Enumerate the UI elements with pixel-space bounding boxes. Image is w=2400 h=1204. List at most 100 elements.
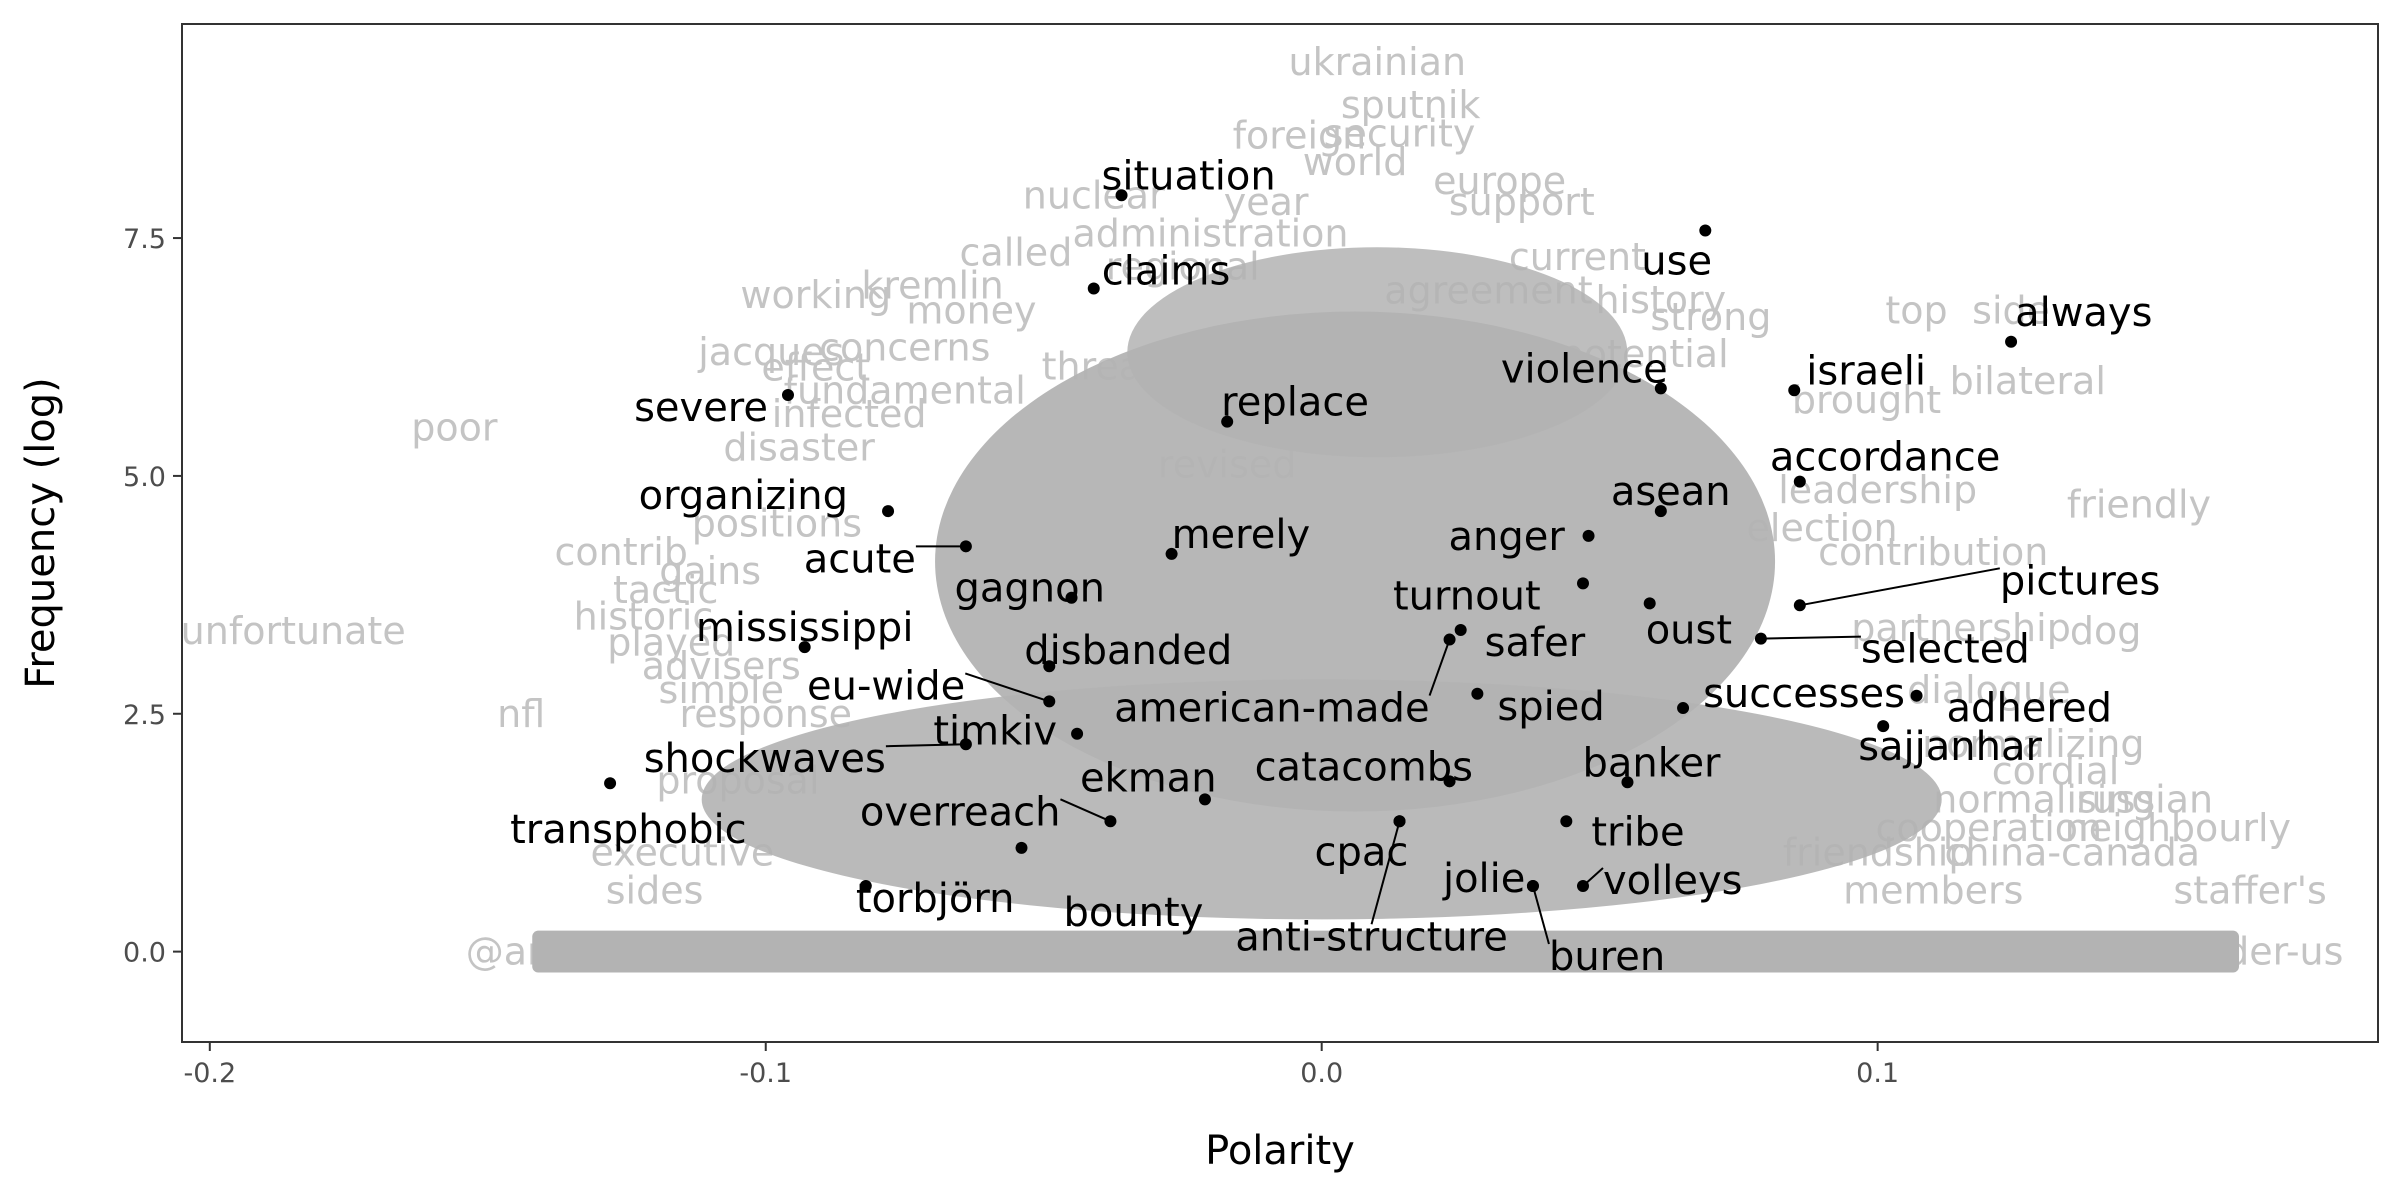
background-word: china-canada [1944, 831, 2200, 875]
background-word: gains [659, 549, 761, 593]
highlighted-word: safer [1485, 620, 1586, 666]
highlighted-word: organizing [639, 473, 848, 519]
data-point [1454, 624, 1467, 637]
highlighted-word: successes [1703, 671, 1905, 717]
background-word: year [1224, 180, 1309, 224]
label-leader-line [1370, 821, 1401, 925]
background-word: dog [2070, 609, 2142, 653]
highlighted-word: use [1641, 238, 1712, 284]
background-word: brought [1792, 378, 1941, 422]
background-word: jacques [697, 330, 844, 374]
label-leader-line [964, 672, 1050, 703]
highlighted-word: catacombs [1255, 744, 1473, 790]
label-leader-line [1428, 639, 1451, 696]
highlighted-word: severe [634, 385, 768, 431]
data-point [1643, 597, 1656, 610]
data-point [882, 505, 895, 518]
y-tick-label: 0.0 [123, 938, 166, 969]
background-word: poor [411, 405, 498, 449]
highlighted-word: turnout [1393, 573, 1541, 619]
highlighted-word: merely [1172, 512, 1311, 558]
highlighted-word: jolie [1442, 856, 1525, 902]
highlighted-word: cpac [1315, 829, 1409, 875]
data-point [781, 389, 794, 402]
background-word: strong [1650, 295, 1771, 339]
background-word: nuclear [1023, 173, 1165, 217]
word-cloud-texture [532, 247, 2240, 973]
background-word: positions [692, 501, 862, 545]
background-word: bilateral [1950, 359, 2106, 403]
data-point [1443, 775, 1456, 788]
data-point [798, 641, 811, 654]
points-layer [604, 189, 2018, 892]
highlighted-word: spied [1497, 684, 1604, 730]
label-leader-line [1799, 567, 2000, 607]
texture-lower [701, 679, 1942, 920]
data-point [1071, 727, 1084, 740]
background-word: contrib [554, 530, 687, 574]
background-word: side [1972, 288, 2050, 332]
background-word: normalising [1933, 777, 2155, 821]
highlighted-word: oust [1646, 607, 1732, 653]
highlighted-word: anger [1449, 514, 1566, 560]
highlighted-word: transphobic [510, 807, 747, 853]
data-point [1526, 879, 1539, 892]
highlighted-word: gagnon [955, 566, 1105, 612]
data-point [1015, 841, 1028, 854]
background-word: infected [772, 392, 927, 436]
background-word: administration [1072, 211, 1348, 255]
data-point [1165, 547, 1178, 560]
highlighted-word: accordance [1770, 435, 2001, 481]
highlighted-word: mississippi [696, 605, 914, 651]
data-point [959, 540, 972, 553]
background-word: disaster [723, 425, 875, 469]
highlighted-word: replace [1221, 380, 1369, 426]
data-point [859, 879, 872, 892]
background-word: friendly [2067, 482, 2211, 526]
background-word: advisers [642, 644, 801, 688]
data-point [1654, 505, 1667, 518]
highlighted-word: timkiv [933, 709, 1057, 755]
background-word: working [740, 273, 891, 317]
y-tick-label: 2.5 [123, 700, 166, 731]
data-point [1877, 720, 1890, 733]
texture-upper [1127, 247, 1628, 458]
background-word: world [1303, 140, 1408, 184]
label-lines-layer [885, 545, 2000, 945]
data-point [1582, 529, 1595, 542]
highlighted-word: always [2015, 290, 2152, 336]
highlighted-word: american-made [1114, 686, 1429, 732]
background-word: concerns [819, 325, 990, 369]
y-tick-label: 7.5 [123, 224, 166, 255]
background-word: europe [1433, 159, 1566, 203]
highlighted-word: volleys [1603, 858, 1743, 904]
highlighted-word: torbjörn [856, 876, 1015, 922]
data-point [2005, 335, 2018, 348]
data-point [1793, 475, 1806, 488]
data-point [1104, 815, 1117, 828]
data-point [1471, 687, 1484, 700]
data-point [1198, 793, 1211, 806]
data-point [1699, 224, 1712, 237]
highlighted-word: disbanded [1024, 628, 1232, 674]
background-word: dialogue [1907, 668, 2070, 712]
background-word: russian [2076, 777, 2213, 821]
data-point [1910, 689, 1923, 702]
data-point [604, 777, 617, 790]
background-word: leadership [1778, 468, 1977, 512]
data-point [1087, 282, 1100, 295]
highlighted-word: claims [1102, 248, 1231, 294]
data-point [1043, 695, 1056, 708]
y-tick-label: 5.0 [123, 462, 166, 493]
x-tick-label: 0.0 [1300, 1058, 1343, 1089]
background-word: members [1843, 869, 2023, 913]
background-word: nfl [497, 692, 545, 736]
data-point [1793, 599, 1806, 612]
highlighted-word: ekman [1080, 755, 1217, 801]
data-point [1560, 815, 1573, 828]
data-point [959, 738, 972, 751]
label-leader-line [1760, 635, 1861, 640]
background-word: staffer's [2173, 869, 2326, 913]
x-tick-label: 0.1 [1856, 1058, 1899, 1089]
